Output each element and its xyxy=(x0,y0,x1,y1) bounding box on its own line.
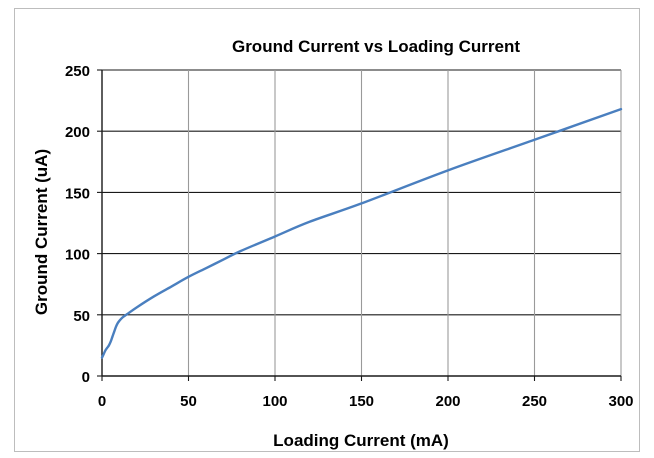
chart-frame xyxy=(14,8,640,452)
x-tick-label: 0 xyxy=(98,393,106,410)
axes xyxy=(97,69,622,381)
grid-lines xyxy=(102,69,622,376)
y-tick-labels: 0 50 100 150 200 250 xyxy=(65,63,90,386)
y-tick-label: 250 xyxy=(65,63,90,80)
x-tick-labels: 0 50 100 150 200 250 300 xyxy=(98,393,634,410)
x-tick-label: 50 xyxy=(180,393,197,410)
y-tick-label: 0 xyxy=(82,369,90,386)
chart-title: Ground Current vs Loading Current xyxy=(232,37,520,56)
y-tick-label: 150 xyxy=(65,185,90,202)
y-tick-label: 50 xyxy=(73,308,90,325)
x-tick-label: 100 xyxy=(262,393,287,410)
y-tick-label: 100 xyxy=(65,247,90,264)
x-tick-label: 300 xyxy=(608,393,633,410)
x-tick-label: 200 xyxy=(435,393,460,410)
x-axis-label: Loading Current (mA) xyxy=(273,431,449,450)
series-line xyxy=(100,107,623,359)
y-tick-label: 200 xyxy=(65,124,90,141)
x-tick-label: 250 xyxy=(522,393,547,410)
x-tick-label: 150 xyxy=(349,393,374,410)
y-axis-label: Ground Current (uA) xyxy=(32,149,51,315)
